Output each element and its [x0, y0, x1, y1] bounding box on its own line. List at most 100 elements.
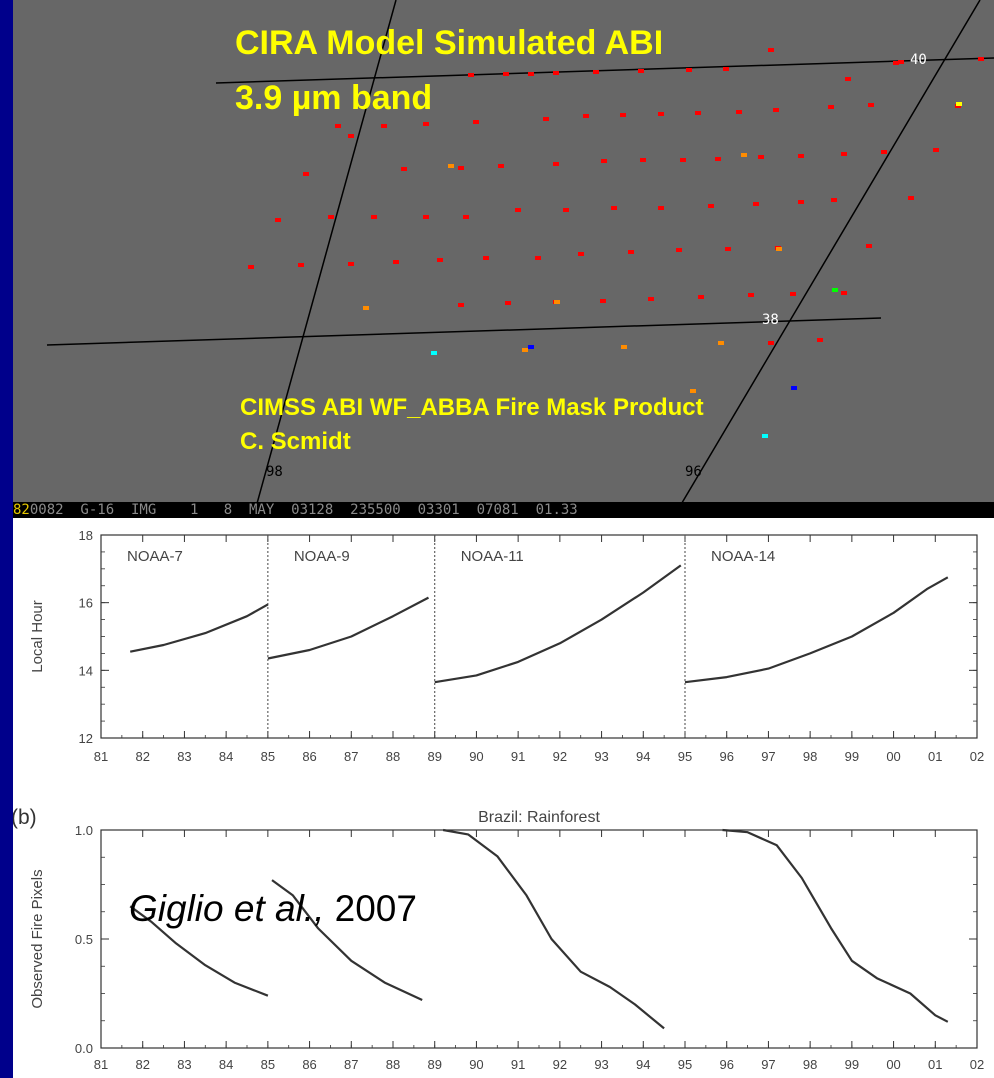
series-line-noaa-9	[267, 596, 430, 660]
fire-pixel	[881, 150, 887, 154]
fire-pixel	[483, 256, 489, 260]
satellite-label: NOAA-9	[294, 548, 350, 565]
fire-pixel	[898, 60, 904, 64]
fire-pixel-colored	[554, 300, 560, 304]
series-line-noaa-14	[684, 576, 949, 684]
fire-pixel	[393, 260, 399, 264]
fire-pixel	[458, 166, 464, 170]
plot-frame	[100, 534, 978, 739]
fire-pixel-colored	[741, 153, 747, 157]
fire-pixel	[715, 157, 721, 161]
y-tick-label: 1.0	[75, 823, 93, 838]
x-tick-label: 91	[511, 749, 525, 764]
fire-pixel	[908, 196, 914, 200]
series-line-noaa-9	[271, 879, 423, 1001]
status-frame-number: 82	[13, 502, 30, 518]
fire-pixel	[680, 158, 686, 162]
x-tick-label: 92	[553, 1057, 567, 1072]
fire-pixel	[468, 73, 474, 77]
fire-pixel	[708, 204, 714, 208]
latitude-line-38	[46, 317, 882, 346]
x-tick-label: 00	[886, 1057, 900, 1072]
x-tick-label: 98	[803, 749, 817, 764]
fire-pixels	[248, 48, 984, 438]
fire-pixel	[790, 292, 796, 296]
fire-pixel	[893, 61, 899, 65]
fire-pixel	[515, 208, 521, 212]
fire-pixel	[723, 67, 729, 71]
x-tick-label: 83	[177, 749, 191, 764]
fire-pixel	[748, 293, 754, 297]
fire-pixel	[535, 256, 541, 260]
fire-pixel	[611, 206, 617, 210]
fire-pixel-colored	[776, 247, 782, 251]
fire-pixel	[640, 158, 646, 162]
x-tick-label: 87	[344, 749, 358, 764]
x-tick-label: 98	[803, 1057, 817, 1072]
chart-title: Brazil: Rainforest	[478, 809, 600, 826]
fire-pixel	[303, 172, 309, 176]
image-status-bar: 820082 G-16 IMG 1 8 MAY 03128 235500 033…	[13, 502, 994, 518]
fire-pixel	[601, 159, 607, 163]
x-tick-label: 85	[261, 749, 275, 764]
fire-pixel	[553, 71, 559, 75]
fire-pixel-colored	[762, 434, 768, 438]
fire-pixel	[371, 215, 377, 219]
fire-pixel	[845, 77, 851, 81]
fire-pixel-colored	[448, 164, 454, 168]
fire-pixel	[528, 72, 534, 76]
x-tick-label: 89	[427, 749, 441, 764]
x-tick-label: 02	[970, 749, 984, 764]
grid-label-96: 96	[685, 464, 702, 480]
y-tick-label: 18	[79, 528, 93, 543]
fire-pixel	[553, 162, 559, 166]
fire-pixel	[817, 338, 823, 342]
x-tick-label: 92	[553, 749, 567, 764]
citation-year: 2007	[324, 888, 417, 929]
fire-pixel	[348, 262, 354, 266]
x-tick-label: 96	[719, 1057, 733, 1072]
fire-pixel	[543, 117, 549, 121]
y-axis-label: Observed Fire Pixels	[29, 869, 46, 1008]
image-title-line1: CIRA Model Simulated ABI	[235, 24, 664, 62]
fire-pixel-colored	[522, 348, 528, 352]
chart-1: 81 82 83 84 85 86 87 88 89 90 91 92 93 94 95 96 97 98 99 00…	[29, 528, 984, 764]
fire-pixel	[620, 113, 626, 117]
fire-pixel	[648, 297, 654, 301]
fire-pixel	[593, 70, 599, 74]
fire-pixel	[758, 155, 764, 159]
x-tick-label: 93	[594, 1057, 608, 1072]
x-tick-label: 99	[845, 1057, 859, 1072]
fire-pixel	[866, 244, 872, 248]
satellite-label: NOAA-14	[711, 548, 775, 565]
x-tick-label: 89	[427, 1057, 441, 1072]
fire-pixel	[753, 202, 759, 206]
fire-pixel	[328, 215, 334, 219]
fire-pixel	[275, 218, 281, 222]
fire-pixel-colored	[791, 386, 797, 390]
fire-pixel	[583, 114, 589, 118]
fire-pixel	[628, 250, 634, 254]
longitude-line-96	[672, 0, 981, 518]
series-line-noaa-11	[442, 828, 665, 1030]
x-tick-label: 96	[719, 749, 733, 764]
citation-authors: Giglio et al.,	[129, 888, 325, 929]
fire-pixel	[437, 258, 443, 262]
fire-pixel	[841, 291, 847, 295]
product-caption-line1: CIMSS ABI WF_ABBA Fire Mask Product	[240, 394, 704, 421]
fire-pixel	[498, 164, 504, 168]
fire-pixel	[725, 247, 731, 251]
x-tick-label: 81	[94, 749, 108, 764]
chart-panel: 81 82 83 84 85 86 87 88 89 90 91 92 93 94 95 96 97 98 99 00…	[13, 518, 994, 1078]
x-tick-label: 88	[386, 1057, 400, 1072]
x-tick-label: 90	[469, 1057, 483, 1072]
x-tick-label: 93	[594, 749, 608, 764]
plot-frame	[100, 829, 978, 1049]
y-tick-label: 16	[79, 596, 93, 611]
fire-pixel-colored	[621, 345, 627, 349]
fire-pixel	[933, 148, 939, 152]
citation: Giglio et al., 2007	[129, 888, 417, 930]
fire-pixel	[773, 108, 779, 112]
fire-pixel	[600, 299, 606, 303]
